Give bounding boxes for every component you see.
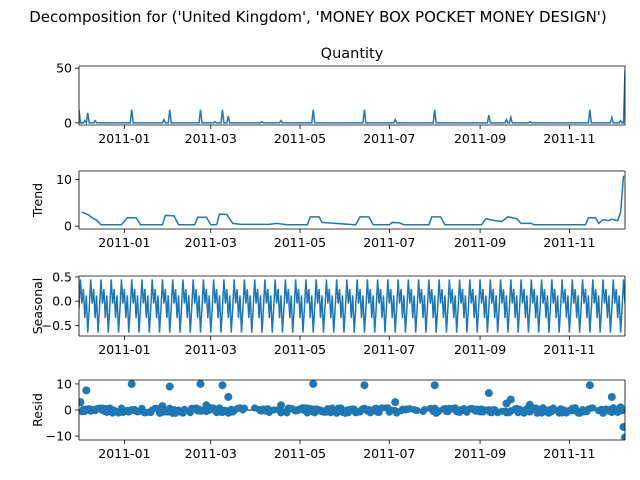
resid-outlier-point [202, 401, 211, 410]
seasonal-series-line [79, 279, 625, 333]
y-axis-label: Trend [30, 183, 45, 218]
panel-quantity: Quantity 0 50 2011-01 2011-03 2011-05 2011-07 2… [56, 46, 626, 146]
x-tick-label: 2011-03 [185, 342, 237, 357]
y-tick-label: 0 [64, 115, 72, 130]
resid-outlier-point [158, 402, 167, 411]
y-axis-label: Seasonal [30, 278, 45, 335]
x-tick-label: 2011-05 [274, 446, 326, 461]
x-tick-label: 2011-11 [543, 446, 595, 461]
resid-outlier-point [82, 386, 91, 395]
x-tick-label: 2011-07 [363, 446, 415, 461]
resid-outlier-point [607, 392, 616, 401]
resid-outlier-point [127, 380, 136, 388]
y-axis-label: Resid [30, 393, 45, 427]
plot-area [79, 279, 625, 333]
y-tick-label: 0 [64, 219, 72, 234]
resid-outlier-point [196, 380, 205, 388]
resid-outlier-point [430, 381, 439, 390]
x-tick-label: 2011-09 [454, 446, 506, 461]
resid-outlier-point [391, 398, 400, 407]
x-tick-label: 2011-03 [185, 131, 237, 146]
resid-outlier-point [79, 398, 85, 407]
resid-point [328, 404, 336, 412]
plot-area [79, 380, 625, 440]
resid-point [413, 406, 421, 415]
resid-point [420, 406, 429, 414]
panel-seasonal: Seasonal 0.5 0.0 −0.5 2011-01 2011-03 2011-05 2… [30, 269, 626, 357]
y-tick-label: 0 [64, 403, 72, 418]
x-tick-label: 2011-01 [98, 342, 150, 357]
y-tick-label: 10 [56, 172, 72, 187]
resid-point [240, 404, 249, 412]
y-tick-label: −0.5 [42, 318, 72, 333]
x-tick-label: 2011-07 [363, 235, 415, 250]
x-tick-label: 2011-09 [454, 342, 506, 357]
resid-point [589, 404, 597, 412]
resid-outlier-point [506, 395, 515, 404]
resid-outlier-point [277, 401, 286, 410]
x-tick-label: 2011-07 [363, 131, 415, 146]
plot-area [79, 70, 625, 125]
x-tick-label: 2011-03 [185, 235, 237, 250]
panel-resid: Resid 10 0 −10 2011-01 2011-03 2011-05 2011-07 2… [30, 376, 626, 461]
resid-outlier-point [360, 381, 369, 390]
x-tick-label: 2011-05 [274, 131, 326, 146]
figure-suptitle: Decomposition for ('United Kingdom', 'MO… [29, 8, 607, 26]
y-tick-label: −10 [46, 429, 72, 444]
x-tick-label: 2011-01 [98, 446, 150, 461]
resid-outlier-point [218, 381, 227, 390]
x-tick-label: 2011-05 [274, 342, 326, 357]
trend-series-line [81, 175, 625, 226]
resid-outlier-point [616, 403, 625, 412]
resid-outlier-point [309, 380, 318, 388]
x-tick-label: 2011-03 [185, 446, 237, 461]
quantity-series-line [79, 70, 625, 125]
resid-outlier-point [585, 381, 594, 390]
plot-area [81, 175, 625, 226]
x-tick-label: 2011-11 [543, 342, 595, 357]
y-tick-label: 0.0 [52, 294, 72, 309]
x-tick-label: 2011-11 [543, 131, 595, 146]
y-tick-label: 10 [56, 376, 72, 391]
resid-outlier-point [484, 389, 493, 398]
resid-outlier-point [165, 382, 174, 391]
panel-title: Quantity [321, 46, 384, 62]
panel-trend: Trend 0 10 2011-01 2011-03 2011-05 2011-07 2011… [30, 170, 626, 250]
x-tick-label: 2011-09 [454, 131, 506, 146]
x-tick-label: 2011-01 [98, 131, 150, 146]
x-tick-label: 2011-09 [454, 235, 506, 250]
resid-outlier-point [619, 422, 625, 431]
y-tick-label: 0.5 [52, 269, 72, 284]
resid-outlier-point [621, 433, 625, 440]
y-tick-label: 50 [56, 61, 72, 76]
resid-outlier-point [224, 392, 233, 401]
x-tick-label: 2011-11 [543, 235, 595, 250]
x-tick-label: 2011-07 [363, 342, 415, 357]
x-tick-label: 2011-01 [98, 235, 150, 250]
resid-outlier-point [525, 400, 534, 409]
x-tick-label: 2011-05 [274, 235, 326, 250]
